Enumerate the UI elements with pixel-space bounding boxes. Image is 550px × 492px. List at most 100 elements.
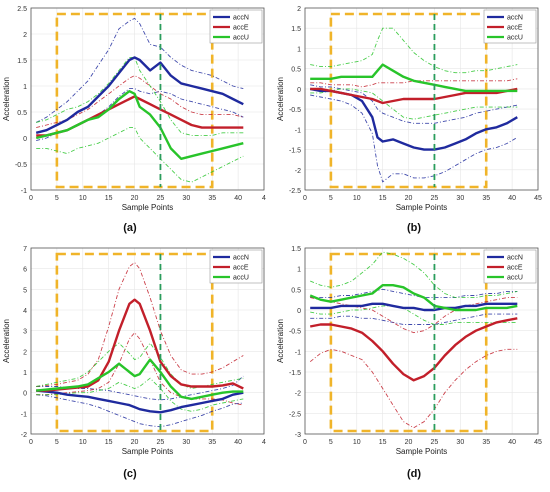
y-tick-label: -2.5	[289, 188, 301, 195]
x-tick-label: 5	[329, 195, 333, 202]
y-tick-label: 5	[23, 287, 27, 294]
panel-caption: (c)	[123, 468, 137, 480]
x-tick-label: 20	[405, 195, 413, 202]
analysis-window	[329, 12, 488, 189]
legend-label-accu: accU	[233, 35, 249, 42]
series-line-acce	[310, 87, 518, 105]
x-axis-label: Sample Points	[122, 447, 174, 456]
axes-frame	[304, 247, 539, 435]
legend-label-accu: accU	[507, 35, 523, 42]
y-axis-label: Acceleration	[276, 319, 285, 363]
x-tick-label: 35	[482, 439, 490, 446]
y-tick-label: 2	[23, 32, 27, 39]
x-tick-label: 35	[208, 195, 216, 202]
y-tick-label: 4	[23, 308, 27, 315]
envelope-acce-upper	[310, 78, 518, 88]
x-tick-label: 40	[234, 195, 242, 202]
envelope-accn-upper	[310, 84, 518, 124]
series-line-acce	[309, 317, 518, 382]
y-tick-label: -1	[295, 127, 301, 134]
x-tick-label: 10	[353, 195, 361, 202]
legend-label-accu: accU	[233, 275, 249, 282]
y-tick-label: -1	[295, 349, 301, 356]
x-tick-label: 5	[329, 439, 333, 446]
y-tick-label: -0.5	[289, 329, 301, 336]
envelope-accn-lower	[36, 394, 244, 428]
envelope-accn-upper	[310, 288, 518, 299]
y-axis-label: Acceleration	[2, 319, 11, 363]
series-line-accu	[36, 358, 244, 401]
analysis-window	[55, 12, 214, 189]
y-tick-label: 1	[297, 267, 301, 274]
y-tick-label: -2.5	[289, 411, 301, 418]
x-tick-label: 25	[431, 439, 439, 446]
axes-frame	[30, 7, 265, 191]
y-tick-label: -1	[21, 411, 27, 418]
x-tick-label: 30	[182, 439, 190, 446]
chart-panel-b: -2.5-2-1.5-1-0.500.511.520 5 10 15 20 25 30 35 4…	[276, 6, 542, 234]
envelope-acce-upper	[310, 297, 518, 334]
y-tick-label: 1	[23, 370, 27, 377]
y-tick-label: 7	[23, 246, 27, 253]
envelope-accn-lower	[310, 313, 518, 325]
x-tick-label: 20	[131, 195, 139, 202]
series-line-accu	[309, 284, 518, 312]
y-tick-label: 0	[23, 391, 27, 398]
x-tick-label: 30	[456, 195, 464, 202]
envelope-acce-lower	[309, 348, 518, 429]
y-tick-label: -1.5	[289, 370, 301, 377]
x-axis-label: Sample Points	[396, 447, 448, 456]
envelope-accu-upper	[36, 342, 244, 389]
legend-label-acce: accE	[233, 265, 249, 272]
envelope-accn-lower	[310, 94, 518, 183]
envelope-accu-upper	[310, 27, 518, 74]
legend-label-acce: accE	[507, 25, 523, 32]
x-tick-label: 40	[508, 439, 516, 446]
x-tick-label: 10	[79, 439, 87, 446]
envelope-acce-upper	[36, 261, 244, 387]
series-line-accu	[35, 90, 244, 160]
y-tick-label: -2	[295, 168, 301, 175]
x-tick-label: 45	[534, 195, 542, 202]
x-tick-label: 20	[131, 439, 139, 446]
legend-label-acce: accE	[507, 265, 523, 272]
y-axis-label: Acceleration	[276, 77, 285, 121]
y-tick-label: 3	[23, 329, 27, 336]
plot-content	[35, 12, 244, 189]
envelope-accu-upper	[36, 56, 244, 136]
x-tick-label: 10	[353, 439, 361, 446]
x-tick-label: 30	[456, 439, 464, 446]
panel-caption: (b)	[407, 222, 421, 234]
legend-label-accn: accN	[233, 255, 249, 262]
legend: accN accE accU	[483, 249, 537, 284]
y-tick-label: 1	[297, 46, 301, 53]
y-tick-label: 6	[23, 267, 27, 274]
series-line-accu	[310, 63, 518, 93]
analysis-window	[329, 252, 488, 433]
plot-content	[36, 252, 244, 433]
chart-panel-c: -2 -1 0 1 2 3 4 5 6 7 0 5 10 15 20 25 30 35 40 4 Sample Poin…	[2, 246, 266, 480]
legend-label-accn: accN	[233, 15, 249, 22]
chart-panel-a: -1 -0.5 0 0.5 1 1.5 2 2.5 0 5 10 15 20 25 30 35 40 4 Sampl…	[2, 6, 266, 234]
envelope-accu-lower	[36, 377, 244, 412]
x-tick-label: 15	[105, 439, 113, 446]
x-tick-label: 15	[379, 195, 387, 202]
y-tick-label: 0.5	[17, 110, 27, 117]
x-tick-label: 0	[29, 439, 33, 446]
y-tick-label: -1	[21, 188, 27, 195]
legend-label-acce: accE	[233, 25, 249, 32]
y-tick-label: 0	[297, 308, 301, 315]
y-tick-label: 2	[23, 349, 27, 356]
x-tick-label: 40	[508, 195, 516, 202]
legend-label-accu: accU	[507, 275, 523, 282]
envelope-acce-lower	[36, 331, 244, 406]
y-tick-label: -2	[21, 432, 27, 439]
axes-frame	[304, 7, 539, 191]
y-tick-label: 1.5	[291, 26, 301, 33]
chart-panel-d: -3 -2.5 -2 -1.5 -1 -0.5 0 0.5 1 1.5 0 5 10 15 20 25 30 35…	[276, 246, 542, 480]
y-tick-label: -0.5	[289, 107, 301, 114]
legend-label-accn: accN	[507, 15, 523, 22]
panel-caption: (d)	[407, 468, 421, 480]
panel-caption: (a)	[123, 222, 137, 234]
x-axis-label: Sample Points	[122, 203, 174, 212]
